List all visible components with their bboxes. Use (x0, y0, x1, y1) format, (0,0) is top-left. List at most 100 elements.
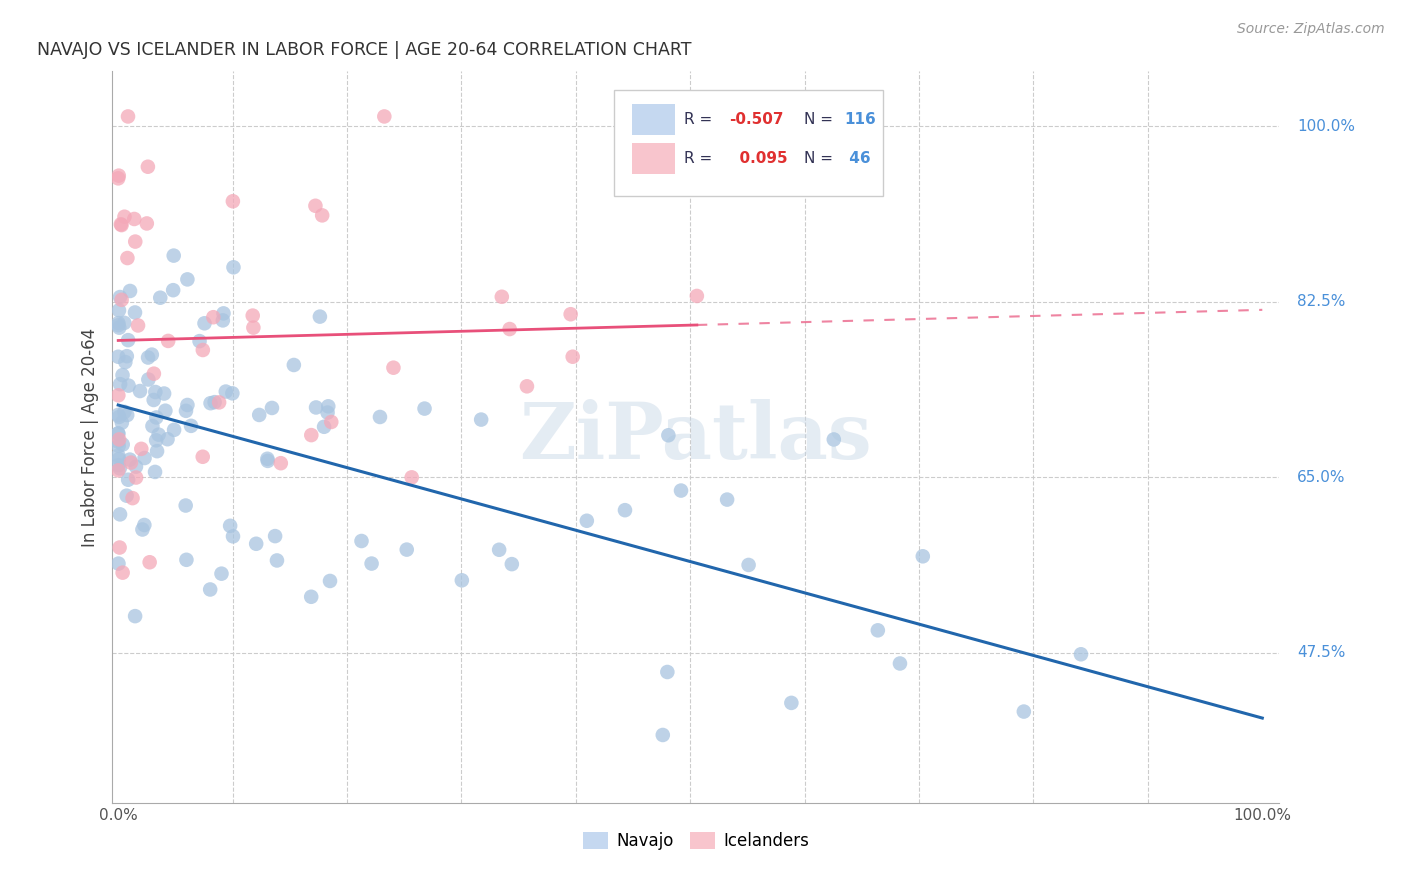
Point (107, 388, 129, 402)
Point (134, 450, 156, 465)
Point (212, 306, 235, 320)
Point (211, 313, 233, 327)
Point (125, 459, 148, 474)
Point (180, 418, 202, 433)
Point (222, 260, 245, 275)
Point (108, 320, 131, 334)
Point (111, 437, 134, 451)
Point (108, 433, 131, 447)
Point (127, 318, 149, 333)
Point (395, 542, 418, 557)
Point (247, 408, 270, 422)
Legend: Navajo, Icelanders: Navajo, Icelanders (576, 825, 815, 856)
Point (107, 426, 129, 441)
Point (174, 404, 197, 418)
Point (108, 377, 131, 392)
Point (780, 696, 803, 710)
Point (321, 415, 343, 429)
Point (142, 367, 165, 381)
Point (211, 566, 233, 581)
Point (450, 574, 472, 588)
Point (115, 489, 138, 503)
Point (153, 386, 176, 401)
Point (222, 529, 245, 543)
Point (107, 318, 129, 333)
Point (305, 401, 328, 415)
Y-axis label: In Labor Force | Age 20-64: In Labor Force | Age 20-64 (82, 327, 100, 547)
Point (107, 458, 129, 473)
Point (120, 456, 142, 470)
Point (204, 395, 226, 409)
Text: N =: N = (804, 112, 838, 128)
Point (135, 217, 157, 231)
Text: ZiPatlas: ZiPatlas (520, 399, 872, 475)
Point (124, 305, 146, 319)
Point (125, 470, 148, 484)
Point (115, 349, 138, 363)
Point (143, 465, 166, 479)
Point (256, 454, 278, 468)
Point (162, 283, 184, 297)
Point (129, 384, 152, 398)
Point (200, 396, 222, 410)
Point (309, 310, 332, 324)
Point (145, 384, 167, 399)
Point (911, 549, 934, 564)
Point (516, 379, 538, 393)
Point (157, 334, 180, 348)
Point (149, 291, 172, 305)
Point (107, 434, 129, 449)
Point (413, 401, 436, 416)
Point (129, 442, 152, 456)
Point (111, 368, 134, 383)
Point (138, 372, 160, 386)
Text: R =: R = (685, 151, 717, 166)
Point (176, 398, 198, 412)
Point (107, 316, 129, 330)
Point (316, 400, 339, 414)
Text: Source: ZipAtlas.com: Source: ZipAtlas.com (1237, 22, 1385, 37)
Point (316, 406, 339, 420)
Point (260, 401, 283, 415)
Point (304, 199, 326, 213)
Point (117, 378, 139, 392)
Point (299, 590, 322, 604)
Point (163, 249, 186, 263)
Text: N =: N = (804, 151, 838, 166)
Point (108, 303, 131, 318)
Point (107, 439, 129, 453)
Point (163, 423, 186, 437)
FancyBboxPatch shape (614, 90, 883, 195)
Point (134, 518, 156, 533)
Text: 47.5%: 47.5% (1296, 645, 1346, 660)
FancyBboxPatch shape (631, 143, 675, 174)
Point (136, 160, 159, 174)
Point (1012, 705, 1035, 719)
Point (108, 541, 131, 555)
Point (156, 432, 179, 446)
Point (176, 272, 198, 286)
Point (256, 451, 278, 466)
FancyBboxPatch shape (631, 104, 675, 135)
Point (107, 463, 129, 477)
Point (488, 542, 510, 557)
Point (108, 290, 131, 304)
Point (131, 523, 153, 537)
Point (270, 456, 292, 470)
Point (373, 110, 395, 124)
Point (141, 348, 163, 362)
Point (561, 350, 583, 364)
Point (155, 403, 177, 417)
Point (117, 473, 139, 487)
Point (136, 351, 159, 365)
Point (283, 358, 305, 372)
Point (1070, 647, 1092, 661)
Point (114, 355, 136, 369)
Point (145, 410, 167, 425)
Point (124, 609, 146, 624)
Point (107, 350, 129, 364)
Point (491, 290, 513, 304)
Point (716, 492, 738, 507)
Point (188, 334, 211, 348)
Point (498, 322, 520, 336)
